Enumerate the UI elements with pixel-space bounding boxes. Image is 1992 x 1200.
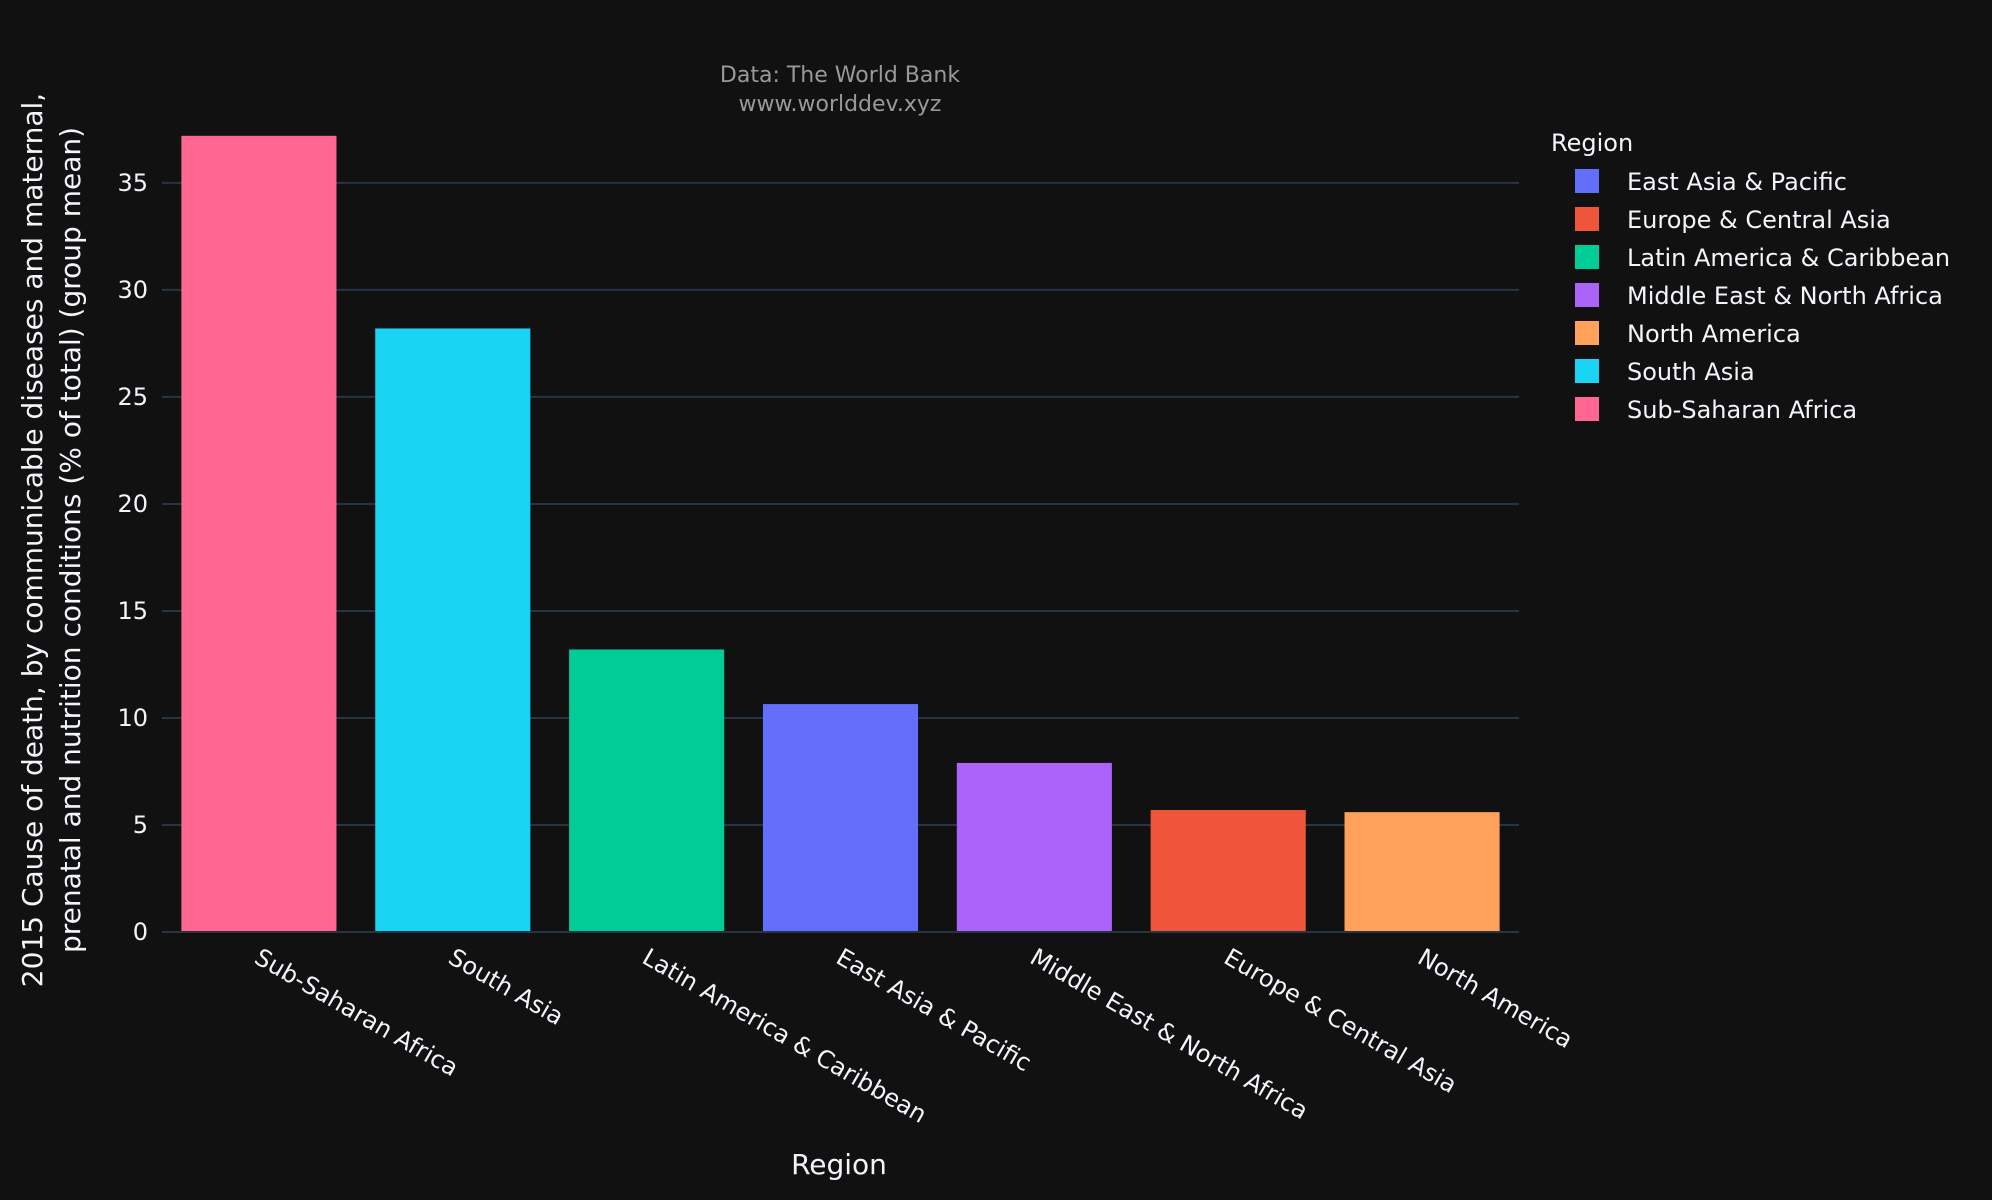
legend-swatch (1575, 169, 1599, 193)
legend-item-europe-central-asia[interactable]: Europe & Central Asia (1575, 206, 1891, 234)
bars (181, 135, 1500, 933)
y-tick-label: 10 (117, 704, 148, 732)
source-annotation-line-1: Data: The World Bank (720, 63, 960, 88)
y-tick-label: 0 (133, 918, 148, 946)
bar-north-america[interactable] (1344, 812, 1500, 932)
y-axis-title: 2015 Cause of death, by communicable dis… (16, 93, 87, 987)
legend-label: Sub-Saharan Africa (1627, 396, 1857, 424)
bar-europe-central-asia[interactable] (1150, 810, 1306, 932)
legend-label: South Asia (1627, 358, 1755, 386)
legend-swatch (1575, 397, 1599, 421)
legend-item-east-asia-pacific[interactable]: East Asia & Pacific (1575, 168, 1847, 196)
y-axis-title-line-1: 2015 Cause of death, by communicable dis… (16, 93, 49, 987)
bar-south-asia[interactable] (375, 328, 531, 932)
legend-item-north-america[interactable]: North America (1575, 320, 1801, 348)
legend-item-latin-america-caribbean[interactable]: Latin America & Caribbean (1575, 244, 1950, 272)
y-tick-label: 15 (117, 597, 148, 625)
bar-latin-america-caribbean[interactable] (569, 649, 725, 932)
x-axis-title: Region (791, 1148, 887, 1181)
y-tick-label: 30 (117, 276, 148, 304)
legend-swatch (1575, 207, 1599, 231)
legend-swatch (1575, 283, 1599, 307)
legend-swatch (1575, 245, 1599, 269)
legend-item-south-asia[interactable]: South Asia (1575, 358, 1755, 386)
y-tick-label: 5 (133, 811, 148, 839)
source-annotation-line-2: www.worlddev.xyz (739, 92, 942, 117)
bar-middle-east-north-africa[interactable] (956, 762, 1112, 932)
legend-items: East Asia & Pacific Europe & Central Asia… (1575, 168, 1950, 424)
legend-swatch (1575, 359, 1599, 383)
bar-sub-saharan-africa[interactable] (181, 135, 337, 933)
y-tick-label: 20 (117, 490, 148, 518)
y-tick-labels: 0 5 10 15 20 25 30 35 (117, 169, 148, 946)
y-tick-label: 25 (117, 383, 148, 411)
legend-title: Region (1551, 129, 1633, 157)
legend-item-sub-saharan-africa[interactable]: Sub-Saharan Africa (1575, 396, 1857, 424)
legend-swatch (1575, 321, 1599, 345)
legend-item-middle-east-north-africa[interactable]: Middle East & North Africa (1575, 282, 1943, 310)
legend-label: Middle East & North Africa (1627, 282, 1943, 310)
bar-east-asia-pacific[interactable] (762, 704, 919, 932)
y-tick-label: 35 (117, 169, 148, 197)
legend: Region East Asia & Pacific Europe & Centr… (1551, 129, 1950, 424)
legend-label: Europe & Central Asia (1627, 206, 1891, 234)
legend-label: Latin America & Caribbean (1627, 244, 1950, 272)
legend-label: North America (1627, 320, 1801, 348)
y-axis-title-line-2: prenatal and nutrition conditions (% of … (54, 127, 87, 953)
legend-label: East Asia & Pacific (1627, 168, 1847, 196)
